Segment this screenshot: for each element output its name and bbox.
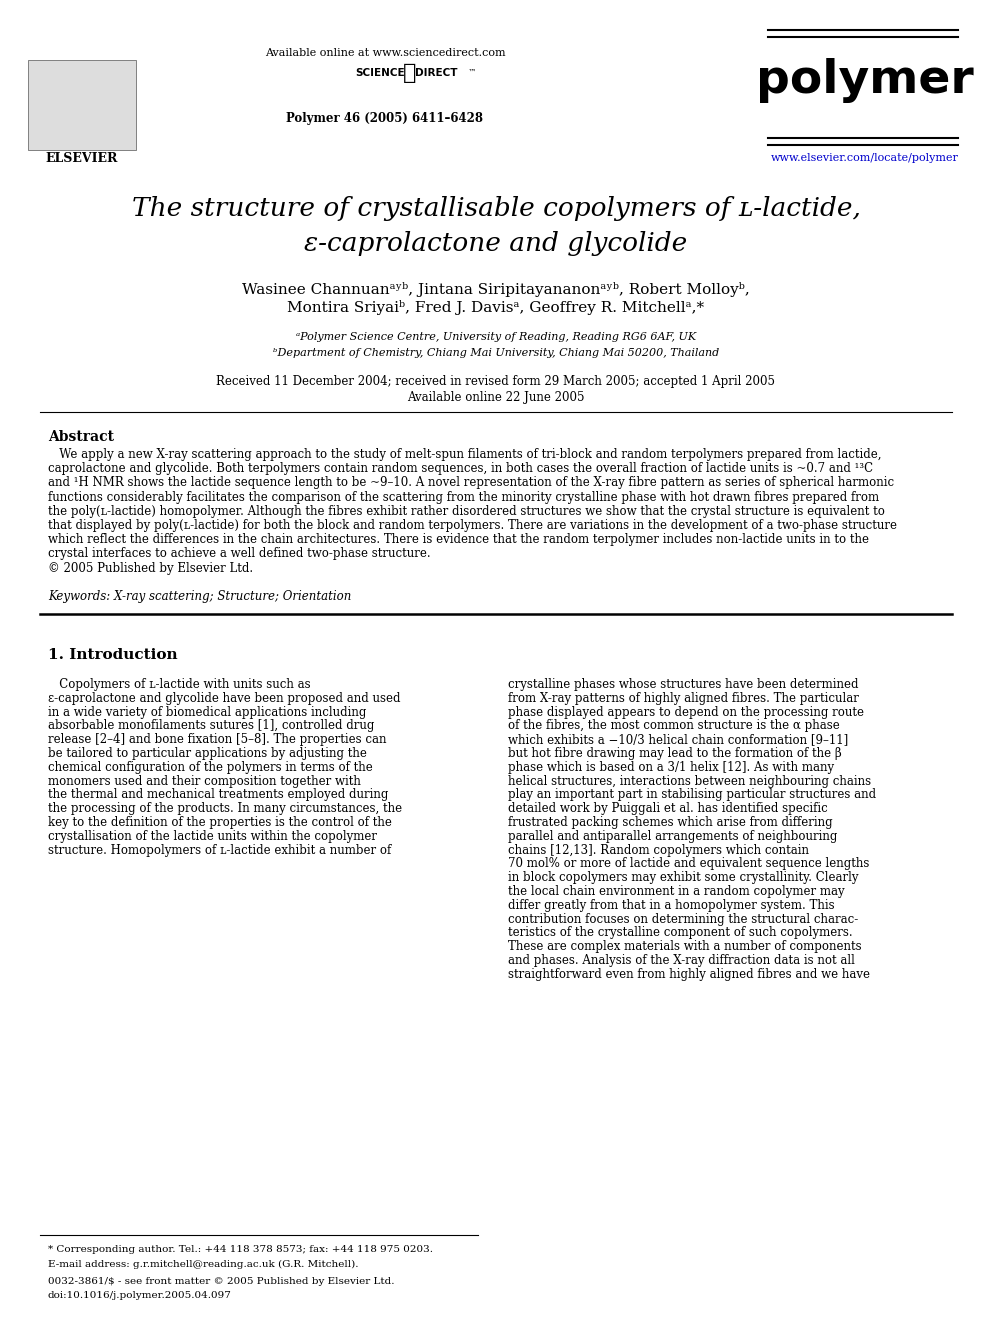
Text: SCIENCE: SCIENCE: [355, 67, 405, 78]
Text: of the fibres, the most common structure is the α phase: of the fibres, the most common structure…: [508, 720, 840, 733]
Text: chains [12,13]. Random copolymers which contain: chains [12,13]. Random copolymers which …: [508, 844, 809, 856]
Text: in a wide variety of biomedical applications including: in a wide variety of biomedical applicat…: [48, 705, 366, 718]
Text: © 2005 Published by Elsevier Ltd.: © 2005 Published by Elsevier Ltd.: [48, 561, 253, 574]
Text: Received 11 December 2004; received in revised form 29 March 2005; accepted 1 Ap: Received 11 December 2004; received in r…: [216, 374, 776, 388]
Text: but hot fibre drawing may lead to the formation of the β: but hot fibre drawing may lead to the fo…: [508, 747, 842, 759]
Text: ᵃPolymer Science Centre, University of Reading, Reading RG6 6AF, UK: ᵃPolymer Science Centre, University of R…: [296, 332, 696, 343]
Text: helical structures, interactions between neighbouring chains: helical structures, interactions between…: [508, 774, 871, 787]
Text: Keywords: X-ray scattering; Structure; Orientation: Keywords: X-ray scattering; Structure; O…: [48, 590, 351, 603]
Text: and ¹H NMR shows the lactide sequence length to be ~9–10. A novel representation: and ¹H NMR shows the lactide sequence le…: [48, 476, 894, 490]
Text: crystal interfaces to achieve a well defined two-phase structure.: crystal interfaces to achieve a well def…: [48, 548, 431, 561]
Text: Montira Sriyaiᵇ, Fred J. Davisᵃ, Geoffrey R. Mitchellᵃ,*: Montira Sriyaiᵇ, Fred J. Davisᵃ, Geoffre…: [288, 300, 704, 315]
Text: 1. Introduction: 1. Introduction: [48, 648, 178, 662]
Text: ᵇDepartment of Chemistry, Chiang Mai University, Chiang Mai 50200, Thailand: ᵇDepartment of Chemistry, Chiang Mai Uni…: [273, 348, 719, 359]
Text: that displayed by poly(ʟ-lactide) for both the block and random terpolymers. The: that displayed by poly(ʟ-lactide) for bo…: [48, 519, 897, 532]
Text: Available online 22 June 2005: Available online 22 June 2005: [408, 392, 584, 404]
Text: ELSEVIER: ELSEVIER: [46, 152, 118, 165]
Text: the local chain environment in a random copolymer may: the local chain environment in a random …: [508, 885, 844, 898]
Text: * Corresponding author. Tel.: +44 118 378 8573; fax: +44 118 975 0203.: * Corresponding author. Tel.: +44 118 37…: [48, 1245, 433, 1254]
Text: We apply a new X-ray scattering approach to the study of melt-spun filaments of : We apply a new X-ray scattering approach…: [48, 448, 882, 460]
Text: which reflect the differences in the chain architectures. There is evidence that: which reflect the differences in the cha…: [48, 533, 869, 546]
Text: be tailored to particular applications by adjusting the: be tailored to particular applications b…: [48, 747, 367, 759]
Text: caprolactone and glycolide. Both terpolymers contain random sequences, in both c: caprolactone and glycolide. Both terpoly…: [48, 462, 873, 475]
Text: crystalline phases whose structures have been determined: crystalline phases whose structures have…: [508, 677, 858, 691]
Text: 70 mol% or more of lactide and equivalent sequence lengths: 70 mol% or more of lactide and equivalen…: [508, 857, 869, 871]
Text: Available online at www.sciencedirect.com: Available online at www.sciencedirect.co…: [265, 48, 505, 58]
Text: E-mail address: g.r.mitchell@reading.ac.uk (G.R. Mitchell).: E-mail address: g.r.mitchell@reading.ac.…: [48, 1259, 358, 1269]
Text: Abstract: Abstract: [48, 430, 114, 445]
Text: These are complex materials with a number of components: These are complex materials with a numbe…: [508, 941, 862, 953]
Text: DIRECT: DIRECT: [415, 67, 457, 78]
Text: phase which is based on a 3/1 helix [12]. As with many: phase which is based on a 3/1 helix [12]…: [508, 761, 834, 774]
Text: 0032-3861/$ - see front matter © 2005 Published by Elsevier Ltd.: 0032-3861/$ - see front matter © 2005 Pu…: [48, 1277, 395, 1286]
Text: crystallisation of the lactide units within the copolymer: crystallisation of the lactide units wit…: [48, 830, 377, 843]
Text: key to the definition of the properties is the control of the: key to the definition of the properties …: [48, 816, 392, 830]
Text: doi:10.1016/j.polymer.2005.04.097: doi:10.1016/j.polymer.2005.04.097: [48, 1291, 232, 1301]
Text: the thermal and mechanical treatments employed during: the thermal and mechanical treatments em…: [48, 789, 389, 802]
Text: phase displayed appears to depend on the processing route: phase displayed appears to depend on the…: [508, 705, 864, 718]
Text: frustrated packing schemes which arise from differing: frustrated packing schemes which arise f…: [508, 816, 832, 830]
Text: teristics of the crystalline component of such copolymers.: teristics of the crystalline component o…: [508, 926, 853, 939]
Text: play an important part in stabilising particular structures and: play an important part in stabilising pa…: [508, 789, 876, 802]
Text: www.elsevier.com/locate/polymer: www.elsevier.com/locate/polymer: [771, 153, 959, 163]
Text: ε-caprolactone and glycolide: ε-caprolactone and glycolide: [305, 232, 687, 255]
Text: and phases. Analysis of the X-ray diffraction data is not all: and phases. Analysis of the X-ray diffra…: [508, 954, 855, 967]
Text: the poly(ʟ-lactide) homopolymer. Although the fibres exhibit rather disordered s: the poly(ʟ-lactide) homopolymer. Althoug…: [48, 505, 885, 517]
Text: in block copolymers may exhibit some crystallinity. Clearly: in block copolymers may exhibit some cry…: [508, 872, 858, 884]
Text: Polymer 46 (2005) 6411–6428: Polymer 46 (2005) 6411–6428: [287, 112, 483, 124]
Text: differ greatly from that in a homopolymer system. This: differ greatly from that in a homopolyme…: [508, 898, 834, 912]
Text: contribution focuses on determining the structural charac-: contribution focuses on determining the …: [508, 913, 858, 926]
Text: straightforward even from highly aligned fibres and we have: straightforward even from highly aligned…: [508, 968, 870, 980]
FancyBboxPatch shape: [28, 60, 136, 149]
Text: release [2–4] and bone fixation [5–8]. The properties can: release [2–4] and bone fixation [5–8]. T…: [48, 733, 387, 746]
Text: functions considerably facilitates the comparison of the scattering from the min: functions considerably facilitates the c…: [48, 491, 879, 504]
Text: from X-ray patterns of highly aligned fibres. The particular: from X-ray patterns of highly aligned fi…: [508, 692, 859, 705]
Text: chemical configuration of the polymers in terms of the: chemical configuration of the polymers i…: [48, 761, 373, 774]
Text: Copolymers of ʟ-lactide with units such as: Copolymers of ʟ-lactide with units such …: [48, 677, 310, 691]
Text: The structure of crystallisable copolymers of ʟ-lactide,: The structure of crystallisable copolyme…: [132, 196, 860, 221]
Text: Wasinee Channuanᵃʸᵇ, Jintana Siripitayananonᵃʸᵇ, Robert Molloyᵇ,: Wasinee Channuanᵃʸᵇ, Jintana Siripitayan…: [242, 282, 750, 296]
Text: monomers used and their composition together with: monomers used and their composition toge…: [48, 774, 361, 787]
Text: absorbable monofilaments sutures [1], controlled drug: absorbable monofilaments sutures [1], co…: [48, 720, 374, 733]
Text: polymer: polymer: [756, 58, 974, 103]
Text: ε-caprolactone and glycolide have been proposed and used: ε-caprolactone and glycolide have been p…: [48, 692, 401, 705]
Text: which exhibits a −10/3 helical chain conformation [9–11]: which exhibits a −10/3 helical chain con…: [508, 733, 848, 746]
Text: parallel and antiparallel arrangements of neighbouring: parallel and antiparallel arrangements o…: [508, 830, 837, 843]
Text: ™: ™: [468, 67, 476, 77]
Text: structure. Homopolymers of ʟ-lactide exhibit a number of: structure. Homopolymers of ʟ-lactide exh…: [48, 844, 391, 856]
Text: detailed work by Puiggali et al. has identified specific: detailed work by Puiggali et al. has ide…: [508, 802, 827, 815]
Text: ⓐ: ⓐ: [403, 64, 417, 83]
Text: the processing of the products. In many circumstances, the: the processing of the products. In many …: [48, 802, 402, 815]
